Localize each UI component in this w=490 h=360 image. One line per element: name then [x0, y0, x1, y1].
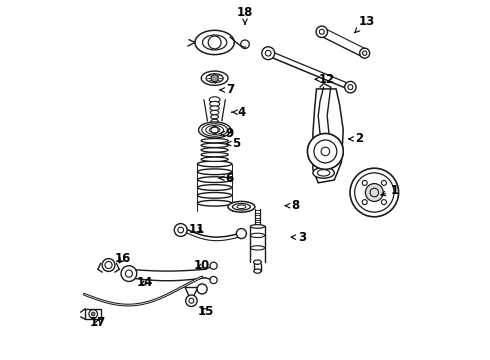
Ellipse shape [210, 111, 219, 114]
Circle shape [344, 81, 356, 93]
Circle shape [362, 180, 367, 185]
Text: 13: 13 [355, 14, 374, 33]
Circle shape [350, 168, 398, 217]
Text: 4: 4 [232, 105, 245, 119]
Text: 10: 10 [194, 259, 210, 272]
Circle shape [308, 134, 343, 169]
Circle shape [186, 295, 197, 306]
Circle shape [308, 134, 343, 169]
Ellipse shape [210, 106, 220, 111]
Ellipse shape [211, 119, 218, 123]
Ellipse shape [197, 161, 232, 167]
Ellipse shape [253, 260, 262, 264]
Ellipse shape [195, 30, 234, 55]
Circle shape [197, 284, 207, 294]
Circle shape [381, 180, 387, 185]
Circle shape [360, 48, 369, 58]
Ellipse shape [313, 167, 334, 178]
Text: 8: 8 [285, 199, 299, 212]
Text: 11: 11 [189, 223, 205, 236]
Text: 12: 12 [315, 73, 335, 86]
Circle shape [381, 199, 387, 204]
Ellipse shape [201, 153, 228, 157]
Ellipse shape [197, 201, 232, 206]
Circle shape [211, 75, 218, 82]
Circle shape [362, 199, 367, 204]
Circle shape [210, 276, 217, 284]
Circle shape [102, 258, 115, 271]
Ellipse shape [201, 157, 228, 161]
Ellipse shape [198, 122, 231, 138]
Ellipse shape [209, 97, 220, 103]
Text: 3: 3 [291, 231, 306, 244]
Text: 9: 9 [220, 127, 234, 140]
Text: 17: 17 [90, 316, 106, 329]
Ellipse shape [250, 225, 265, 228]
Circle shape [121, 266, 137, 282]
Ellipse shape [197, 177, 232, 183]
Circle shape [316, 26, 327, 37]
Text: 5: 5 [226, 137, 240, 150]
Text: 2: 2 [349, 132, 364, 145]
Circle shape [174, 224, 187, 237]
Text: 7: 7 [220, 84, 234, 96]
Circle shape [89, 310, 98, 318]
Ellipse shape [197, 185, 232, 190]
Text: 14: 14 [137, 276, 153, 289]
Circle shape [210, 262, 217, 269]
Ellipse shape [228, 202, 255, 212]
Ellipse shape [201, 148, 228, 152]
Text: 6: 6 [219, 172, 233, 185]
Text: 18: 18 [237, 6, 253, 24]
Ellipse shape [201, 71, 228, 85]
Ellipse shape [197, 193, 232, 198]
Polygon shape [85, 309, 101, 319]
Text: 1: 1 [381, 184, 399, 197]
Polygon shape [313, 89, 343, 183]
Circle shape [92, 312, 95, 316]
Text: 15: 15 [197, 305, 214, 318]
Circle shape [366, 184, 383, 202]
Text: 16: 16 [115, 252, 131, 265]
Circle shape [262, 47, 275, 60]
Ellipse shape [254, 269, 261, 273]
Ellipse shape [201, 143, 228, 148]
Circle shape [237, 229, 246, 239]
Ellipse shape [197, 169, 232, 175]
Ellipse shape [211, 115, 219, 119]
Ellipse shape [201, 139, 228, 143]
Ellipse shape [210, 102, 220, 107]
